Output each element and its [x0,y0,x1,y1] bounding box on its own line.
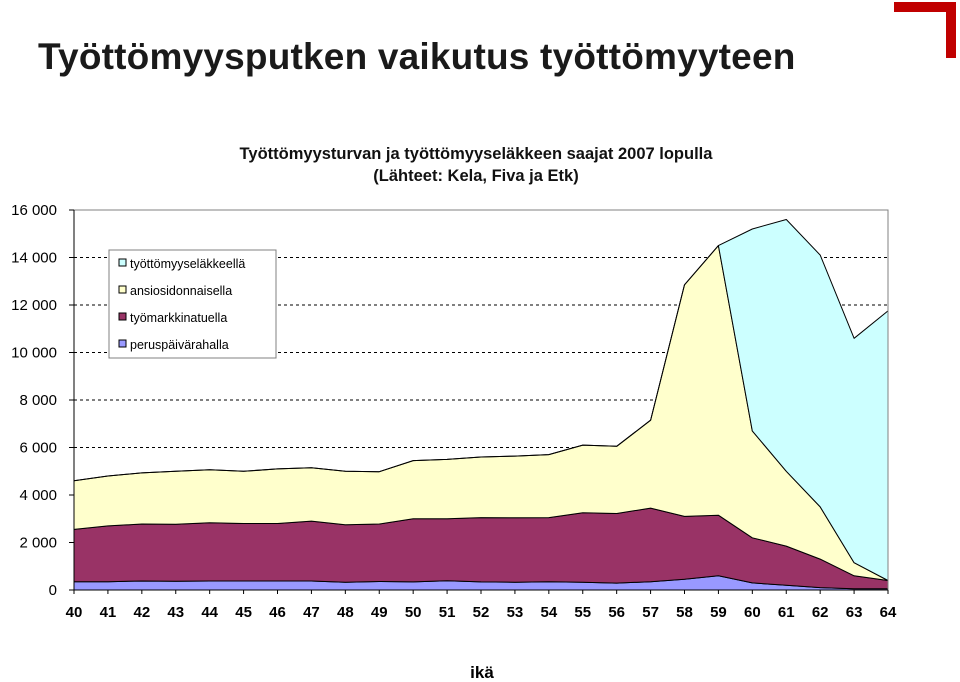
x-tick-label: 56 [608,604,625,621]
legend-label: työttömyyseläkkeellä [130,257,245,271]
x-tick-label: 43 [167,604,184,621]
x-tick-label: 40 [66,604,83,621]
y-tick-label: 8 000 [19,392,57,409]
x-tick-label: 57 [642,604,659,621]
y-tick-label: 16 000 [11,202,57,219]
slide-title: Työttömyysputken vaikutus työttömyyteen [38,36,796,77]
x-tick-label: 46 [269,604,286,621]
x-tick-label: 44 [201,604,218,621]
legend-swatch [118,312,127,321]
x-tick-label: 61 [778,604,795,621]
y-tick-label: 12 000 [11,297,57,314]
legend-box [108,249,277,359]
x-tick-label: 42 [133,604,150,621]
x-tick-label: 60 [744,604,761,621]
x-tick-label: 64 [880,604,897,621]
legend-swatch [118,339,127,348]
legend: työttömyyseläkkeellä ansiosidonnaisella ty… [108,249,277,359]
x-tick-label: 45 [235,604,252,621]
logo-mark [894,2,956,58]
y-tick-label: 0 [49,582,57,599]
y-tick-label: 4 000 [19,487,57,504]
legend-label: ansiosidonnaisella [130,284,232,298]
chart-title-line-2: (Lähteet: Kela, Fiva ja Etk) [373,167,578,185]
x-tick-label: 51 [439,604,456,621]
legend-swatch [118,285,127,294]
x-tick-label: 63 [846,604,863,621]
x-tick-label: 47 [303,604,320,621]
x-axis-label: ikä [470,663,494,682]
legend-label: työmarkkinatuella [130,311,227,325]
x-axis: 40 41 42 43 44 45 46 47 48 49 50 51 52 53 54 55 56 57 58 59… [66,589,897,621]
x-tick-label: 41 [100,604,117,621]
x-tick-label: 48 [337,604,354,621]
x-tick-label: 59 [710,604,727,621]
x-tick-label: 53 [507,604,524,621]
x-tick-label: 55 [574,604,591,621]
y-axis: 0 2 000 4 000 6 000 8 000 10 000 12 000 14 000 1… [11,202,75,599]
x-tick-label: 54 [540,604,557,621]
y-tick-label: 14 000 [11,250,57,267]
y-tick-label: 6 000 [19,440,57,457]
x-tick-label: 58 [676,604,693,621]
x-tick-label: 62 [812,604,829,621]
y-tick-label: 2 000 [19,535,57,552]
x-tick-label: 49 [371,604,388,621]
chart-title-line-1: Työttömyysturvan ja työttömyyseläkkeen s… [240,145,714,163]
y-tick-label: 10 000 [11,345,57,362]
x-tick-label: 50 [405,604,422,621]
legend-label: peruspäivärahalla [130,338,229,352]
legend-swatch [118,258,127,267]
x-tick-label: 52 [473,604,490,621]
